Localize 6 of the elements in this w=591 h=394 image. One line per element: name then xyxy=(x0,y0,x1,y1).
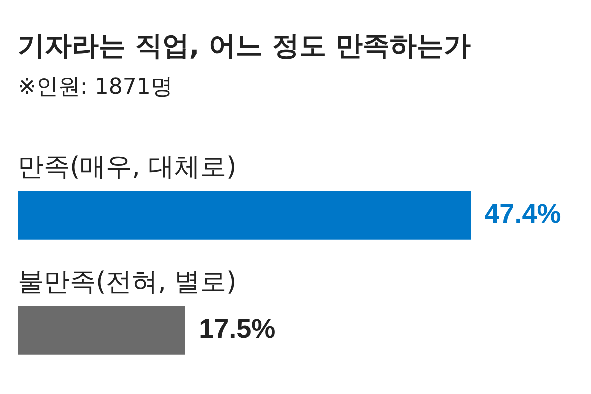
data-label: 47.4% xyxy=(484,198,562,229)
chart-title: 기자라는 직업, 어느 정도 만족하는가 xyxy=(18,30,471,64)
y-tick-label: 불만족(전혀, 별로) xyxy=(18,267,237,298)
data-label: 17.5% xyxy=(199,314,276,344)
y-tick-label: 만족(매우, 대체로) xyxy=(18,152,237,182)
chart-subtitle: ※인원: 1871명 xyxy=(18,74,173,102)
